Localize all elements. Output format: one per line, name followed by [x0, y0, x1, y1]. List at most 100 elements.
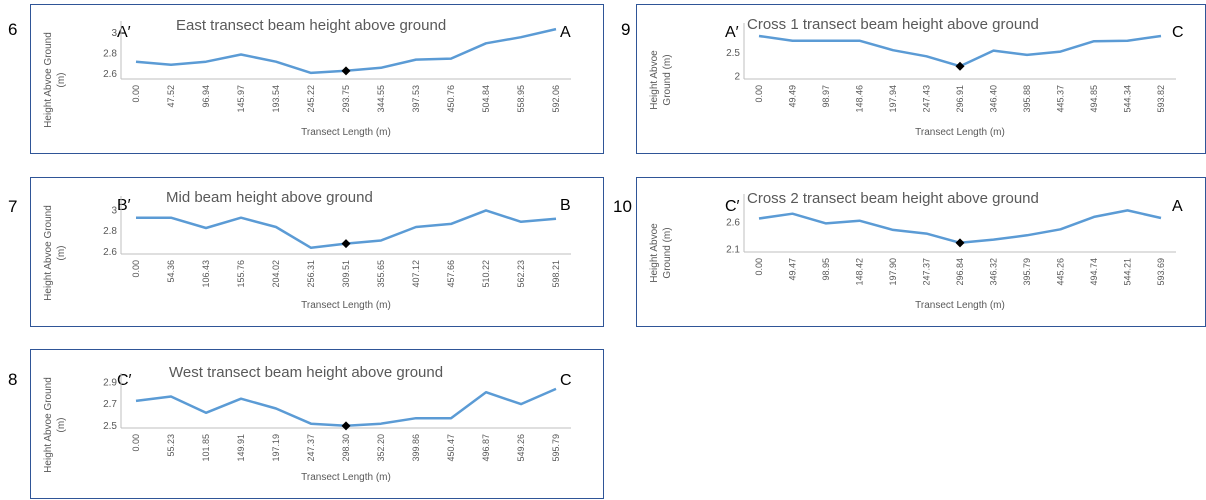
y-tick-label: 3: [111, 205, 117, 216]
x-tick-label: 407.12: [411, 260, 421, 288]
transect-start-label: A′: [117, 24, 131, 41]
x-tick-label: 549.26: [516, 434, 526, 462]
x-tick-label: 101.85: [201, 434, 211, 462]
x-tick-label: 197.90: [888, 258, 898, 286]
y-tick-label: 2: [734, 72, 740, 83]
x-tick-label: 296.84: [955, 258, 965, 286]
x-tick-label: 558.95: [516, 85, 526, 113]
x-tick-label: 352.20: [376, 434, 386, 462]
transect-start-label: B′: [117, 197, 131, 214]
y-axis-title: Ground (m): [662, 227, 673, 278]
x-tick-label: 494.85: [1089, 85, 1099, 113]
x-tick-label: 0.00: [131, 434, 141, 452]
chart-title: West transect beam height above ground: [169, 364, 443, 381]
west-transect-chart: West transect beam height above ground C′…: [30, 349, 604, 499]
y-tick-label: 2.6: [726, 217, 740, 228]
chart-svg: West transect beam height above ground C′…: [43, 364, 572, 483]
cross-1-transect-chart: Cross 1 transect beam height above groun…: [636, 4, 1206, 154]
figure-number-6: 6: [8, 20, 18, 39]
y-tick-label: 2.6: [103, 247, 117, 258]
x-tick-label: 49.49: [788, 85, 798, 108]
x-tick-label: 445.26: [1056, 258, 1066, 286]
x-tick-label: 346.40: [989, 85, 999, 113]
y-tick-label: 2.1: [726, 244, 740, 255]
transect-end-label: C: [560, 372, 572, 389]
series-line: [135, 387, 557, 428]
x-tick-label: 296.91: [955, 85, 965, 113]
x-tick-label: 145.97: [236, 85, 246, 113]
transect-start-label: C′: [117, 372, 132, 389]
x-tick-label: 395.79: [1022, 258, 1032, 286]
x-axis-title: Transect Length (m): [915, 127, 1005, 138]
chart-svg: East transect beam height above ground A′…: [43, 17, 571, 138]
mid-beam-chart: Mid beam height above ground B′ B 3 2.8 2.6 He…: [30, 177, 604, 327]
x-tick-label: 457.66: [446, 260, 456, 288]
data-point-marker: [341, 66, 351, 76]
y-axis-title: Height Abvoe: [649, 223, 660, 283]
y-tick-label: 3: [111, 28, 117, 39]
x-tick-label: 247.37: [306, 434, 316, 462]
x-tick-label: 0.00: [754, 258, 764, 276]
x-tick-label: 47.52: [166, 85, 176, 108]
y-axis-title: Height Abvoe Ground: [43, 377, 54, 473]
data-point-marker: [341, 421, 351, 431]
x-tick-label: 298.30: [341, 434, 351, 462]
x-axis-title: Transect Length (m): [301, 472, 391, 483]
transect-end-label: C: [1172, 24, 1184, 41]
transect-start-label: C′: [725, 198, 740, 215]
x-tick-label: 247.43: [922, 85, 932, 113]
series-line: [758, 34, 1162, 68]
x-tick-label: 0.00: [131, 85, 141, 103]
x-axis-title: Transect Length (m): [301, 127, 391, 138]
chart-title: East transect beam height above ground: [176, 17, 446, 34]
x-tick-label: 256.31: [306, 260, 316, 288]
x-tick-label: 593.82: [1156, 85, 1166, 113]
x-tick-label: 494.74: [1089, 258, 1099, 286]
y-tick-label: 2.7: [103, 399, 117, 410]
x-tick-label: 98.95: [821, 258, 831, 281]
figure-number-7: 7: [8, 197, 18, 216]
y-axis-title: (m): [56, 246, 67, 261]
east-transect-chart: East transect beam height above ground A′…: [30, 4, 604, 154]
x-tick-label: 0.00: [754, 85, 764, 103]
x-tick-label: 344.55: [376, 85, 386, 113]
x-tick-label: 346.32: [989, 258, 999, 286]
data-point-marker: [341, 239, 351, 249]
chart-title: Cross 2 transect beam height above groun…: [747, 190, 1039, 207]
x-tick-label: 293.75: [341, 85, 351, 113]
y-tick-label: 2.8: [103, 226, 117, 237]
y-axis-title: Ground (m): [662, 54, 673, 105]
x-tick-label: 397.53: [411, 85, 421, 113]
x-tick-label: 309.51: [341, 260, 351, 288]
x-tick-label: 193.54: [271, 85, 281, 113]
y-tick-label: 2.5: [103, 421, 117, 432]
x-tick-label: 148.46: [855, 85, 865, 113]
chart-svg: Cross 2 transect beam height above groun…: [649, 190, 1183, 311]
chart-svg: Mid beam height above ground B′ B 3 2.8 2.6 He…: [43, 189, 571, 311]
y-axis-title: Height Abvoe Ground: [43, 32, 54, 128]
transect-start-label: A′: [725, 24, 739, 41]
x-tick-label: 593.69: [1156, 258, 1166, 286]
x-tick-label: 595.79: [551, 434, 561, 462]
x-tick-label: 49.47: [788, 258, 798, 281]
x-tick-label: 149.91: [236, 434, 246, 462]
x-tick-label: 445.37: [1056, 85, 1066, 113]
x-tick-label: 197.19: [271, 434, 281, 462]
figure-number-8: 8: [8, 370, 18, 389]
figure-number-10: 10: [613, 197, 632, 216]
y-axis-title: Height Abvoe Ground: [43, 205, 54, 301]
x-axis-title: Transect Length (m): [915, 300, 1005, 311]
series-line: [135, 27, 557, 75]
cross-2-transect-chart: Cross 2 transect beam height above groun…: [636, 177, 1206, 327]
x-tick-label: 562.23: [516, 260, 526, 288]
chart-title: Cross 1 transect beam height above groun…: [747, 16, 1039, 33]
x-tick-label: 148.42: [855, 258, 865, 286]
x-tick-label: 155.76: [236, 260, 246, 288]
x-tick-label: 96.94: [201, 85, 211, 108]
x-tick-label: 544.21: [1123, 258, 1133, 286]
y-tick-label: 2.5: [726, 48, 740, 59]
x-tick-label: 197.94: [888, 85, 898, 113]
y-axis-title: Height Abvoe: [649, 50, 660, 110]
transect-end-label: B: [560, 197, 571, 214]
transect-end-label: A: [560, 24, 571, 41]
